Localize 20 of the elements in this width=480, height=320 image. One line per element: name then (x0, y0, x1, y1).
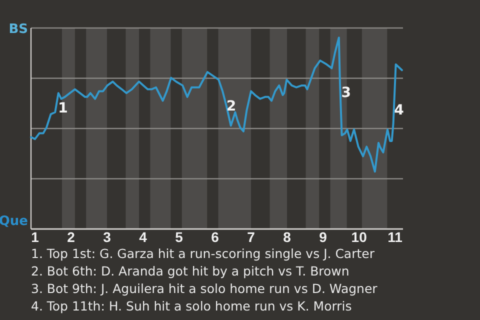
annotation: 2 (226, 98, 236, 115)
x-tick-label: 5 (175, 228, 184, 245)
x-tick-label: 10 (351, 228, 368, 245)
text: 2. Bot 6th: D. Aranda got hit by a pitch vs T. Brown (31, 264, 350, 278)
annotation: 1 (58, 100, 68, 116)
x-tick-label: 1 (31, 228, 40, 245)
x-tick-label: 9 (319, 228, 328, 245)
text: BS (8, 22, 28, 37)
annotation: 4 (394, 102, 404, 118)
x-tick-label: 4 (139, 228, 148, 245)
annotation: 3 (341, 85, 351, 102)
text: 1. Top 1st: G. Garza hit a run-scoring single vs J. Carter (31, 246, 376, 261)
text: 3. Bot 9th: J. Aguilera hit a solo home run vs D. Wagner (31, 281, 378, 296)
x-tick-label: 2 (67, 228, 76, 245)
x-tick-label: 6 (211, 228, 220, 245)
x-tick-label: 8 (283, 228, 292, 245)
x-tick-label: 7 (247, 228, 256, 245)
x-tick-label: 11 (388, 228, 403, 245)
text: 4. Top 11th: H. Suh hit a solo home run vs K. Morris (31, 298, 352, 314)
x-tick-label: 3 (103, 228, 112, 245)
